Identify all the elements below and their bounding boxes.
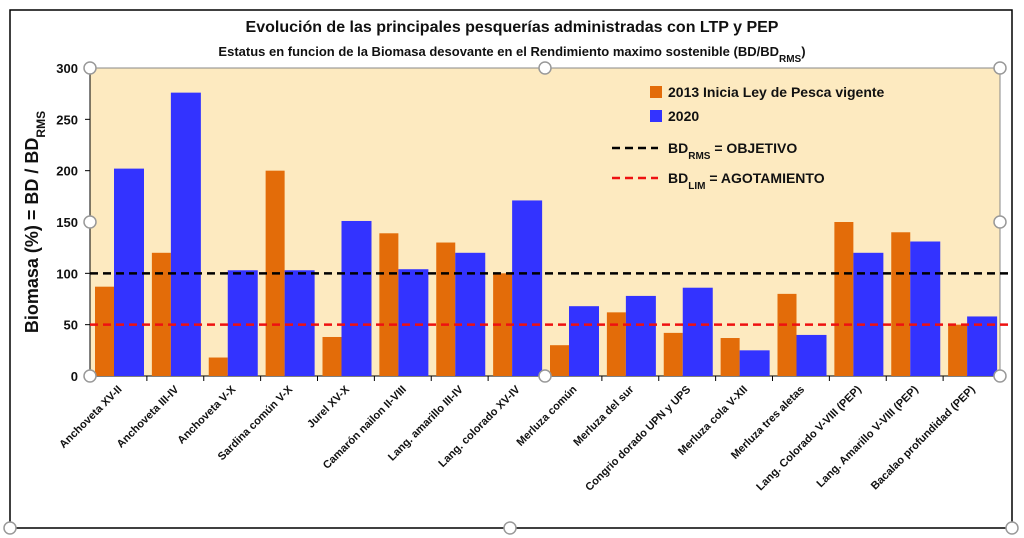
y-tick-label: 100 bbox=[56, 266, 78, 281]
subscript: LIM bbox=[688, 181, 705, 192]
legend-label: 2020 bbox=[668, 108, 699, 124]
legend-swatch bbox=[650, 110, 662, 122]
y-tick-label: 200 bbox=[56, 164, 78, 179]
resize-handle bbox=[538, 369, 552, 383]
y-tick-label: 50 bbox=[64, 318, 78, 333]
resize-handle bbox=[993, 369, 1007, 383]
text-part: ) bbox=[801, 44, 805, 59]
bar bbox=[891, 232, 911, 376]
bar bbox=[739, 350, 770, 376]
y-tick-label: 150 bbox=[56, 215, 78, 230]
bar bbox=[550, 345, 569, 376]
text-part: = AGOTAMIENTO bbox=[705, 170, 824, 186]
y-tick-label: 300 bbox=[56, 61, 78, 76]
y-tick-label: 0 bbox=[71, 369, 78, 384]
y-axis-label: Biomasa (%) = BD / BDRMS bbox=[22, 111, 48, 333]
resize-handle bbox=[538, 61, 552, 75]
bar bbox=[284, 270, 315, 376]
resize-handle bbox=[503, 521, 517, 535]
bar bbox=[625, 295, 656, 376]
bar bbox=[796, 334, 827, 376]
bar bbox=[436, 242, 456, 376]
text-part: Biomasa (%) = BD / BD bbox=[22, 138, 42, 334]
bar bbox=[512, 200, 543, 376]
bar bbox=[322, 336, 342, 376]
bar bbox=[170, 92, 201, 376]
bar bbox=[379, 233, 399, 376]
chart-title: Evolución de las principales pesquerías … bbox=[246, 19, 779, 36]
resize-handle bbox=[1005, 521, 1019, 535]
bar bbox=[493, 273, 513, 376]
resize-handle bbox=[83, 215, 97, 229]
legend-label: BDLIM = AGOTAMIENTO bbox=[668, 170, 825, 192]
bar bbox=[151, 252, 171, 376]
bar bbox=[227, 270, 258, 376]
text-part: BD bbox=[668, 140, 688, 156]
bar bbox=[853, 252, 884, 376]
legend-swatch bbox=[650, 86, 662, 98]
resize-handle bbox=[993, 61, 1007, 75]
bar bbox=[777, 293, 797, 376]
bar bbox=[663, 332, 683, 376]
bar bbox=[834, 222, 854, 376]
subscript: RMS bbox=[779, 54, 802, 65]
subscript: RMS bbox=[34, 111, 48, 138]
bar bbox=[208, 357, 228, 376]
resize-handle bbox=[3, 521, 17, 535]
text-part: BD bbox=[668, 170, 688, 186]
legend-label: 2013 Inicia Ley de Pesca vigente bbox=[668, 84, 885, 100]
text-part: = OBJETIVO bbox=[710, 140, 797, 156]
text-part: Estatus en funcion de la Biomasa desovan… bbox=[218, 44, 779, 59]
bar bbox=[682, 287, 713, 376]
y-tick-label: 250 bbox=[56, 112, 78, 127]
bar bbox=[341, 220, 372, 376]
bar bbox=[455, 252, 486, 376]
bar bbox=[569, 306, 599, 376]
chart-subtitle: Estatus en funcion de la Biomasa desovan… bbox=[218, 44, 805, 65]
bar bbox=[606, 312, 626, 376]
bar bbox=[910, 241, 941, 376]
resize-handle bbox=[83, 369, 97, 383]
subscript: RMS bbox=[688, 151, 711, 162]
resize-handle bbox=[83, 61, 97, 75]
bar bbox=[398, 269, 429, 376]
bar bbox=[948, 324, 968, 376]
bar bbox=[720, 338, 740, 376]
bar bbox=[95, 286, 114, 376]
legend-label: BDRMS = OBJETIVO bbox=[668, 140, 797, 162]
bar bbox=[967, 316, 998, 376]
resize-handle bbox=[993, 215, 1007, 229]
